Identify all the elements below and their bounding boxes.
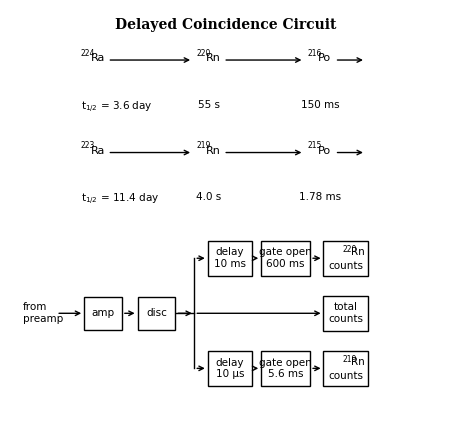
Text: 224: 224 [81, 49, 95, 58]
Bar [207, 241, 252, 276]
Bar [323, 241, 368, 276]
Text: amp: amp [92, 308, 115, 318]
Text: counts: counts [328, 261, 363, 271]
Text: Po: Po [318, 146, 331, 156]
Text: 150 ms: 150 ms [301, 99, 340, 110]
Text: 223: 223 [81, 141, 95, 150]
Text: t$_{1/2}$ = 11.4 day: t$_{1/2}$ = 11.4 day [81, 192, 159, 207]
Text: 4.0 s: 4.0 s [196, 192, 221, 202]
Text: 55 s: 55 s [198, 99, 220, 110]
Text: delay
10 μs: delay 10 μs [216, 358, 244, 379]
Bar [84, 297, 122, 330]
Text: Rn: Rn [207, 146, 221, 156]
Text: from
preamp: from preamp [23, 302, 63, 324]
Bar [207, 351, 252, 386]
Text: gate open
600 ms: gate open 600 ms [259, 248, 312, 269]
Text: delay
10 ms: delay 10 ms [214, 248, 246, 269]
Text: Delayed Coincidence Circuit: Delayed Coincidence Circuit [115, 18, 336, 32]
Text: 216: 216 [308, 49, 322, 58]
Text: 219: 219 [342, 355, 357, 364]
Text: counts: counts [328, 371, 363, 381]
Text: Ra: Ra [91, 54, 105, 63]
Text: 220: 220 [342, 244, 357, 254]
Text: 215: 215 [308, 141, 322, 150]
Text: total
counts: total counts [328, 302, 363, 324]
Bar [261, 241, 310, 276]
Bar [138, 297, 175, 330]
Text: Rn: Rn [351, 357, 365, 367]
Text: Rn: Rn [351, 247, 365, 257]
Text: 220: 220 [197, 49, 211, 58]
Bar [323, 351, 368, 386]
Text: 219: 219 [197, 141, 211, 150]
Text: Po: Po [318, 54, 331, 63]
Text: Ra: Ra [91, 146, 105, 156]
Bar [261, 351, 310, 386]
Bar [323, 296, 368, 331]
Text: 1.78 ms: 1.78 ms [299, 192, 341, 202]
Text: gate open
5.6 ms: gate open 5.6 ms [259, 358, 312, 379]
Text: t$_{1/2}$ = 3.6 day: t$_{1/2}$ = 3.6 day [81, 99, 152, 115]
Text: disc: disc [146, 308, 167, 318]
Text: Rn: Rn [207, 54, 221, 63]
